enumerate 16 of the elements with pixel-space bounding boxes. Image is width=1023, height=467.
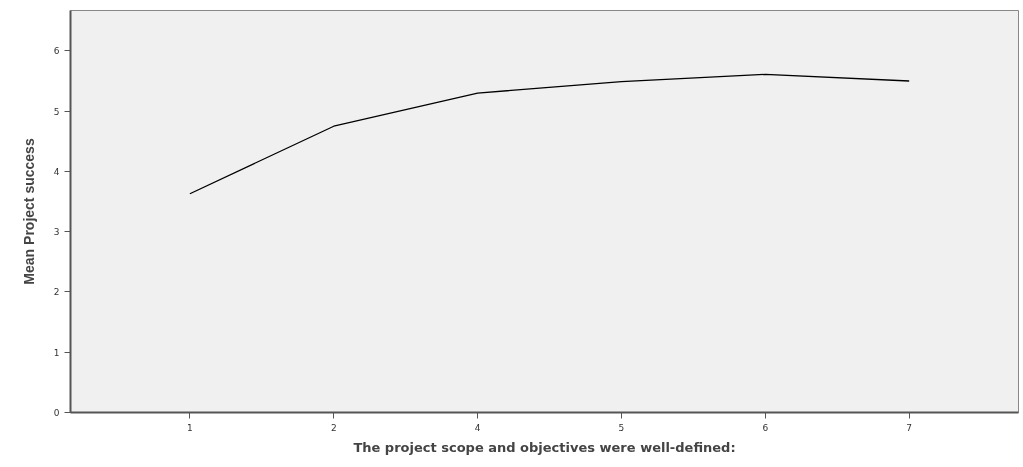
y-tick-label: 6 (53, 46, 60, 57)
y-tick-label: 5 (53, 106, 60, 117)
x-tick-label: 7 (906, 422, 913, 433)
y-tick-label: 0 (53, 408, 60, 418)
y-tick-label: 2 (53, 287, 60, 298)
y-tick-label: 1 (53, 347, 60, 358)
x-tick-label: 6 (762, 422, 769, 433)
x-axis-title: The project scope and objectives were well-defined: (353, 439, 736, 455)
y-tick-label: 4 (53, 166, 60, 177)
x-tick-label: 2 (330, 422, 337, 433)
x-tick-label: 4 (474, 422, 481, 433)
x-tick-label: 1 (187, 422, 193, 433)
y-axis-title: Mean Project success (20, 138, 37, 285)
x-tick-label: 5 (618, 422, 625, 433)
y-tick-label: 3 (53, 227, 60, 238)
line-series (189, 73, 910, 195)
